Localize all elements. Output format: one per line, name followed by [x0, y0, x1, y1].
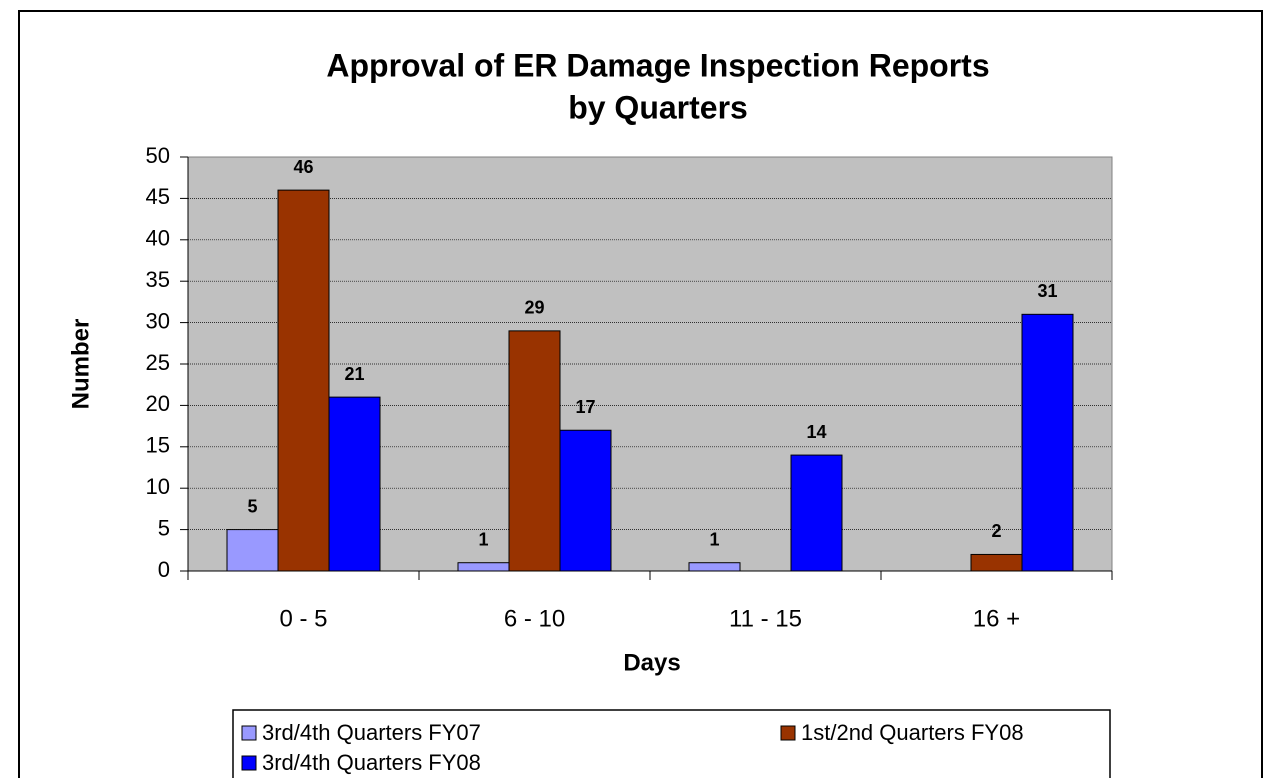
y-tick-label: 35 — [146, 267, 170, 292]
chart-title: by Quarters — [568, 89, 748, 125]
y-tick-label: 5 — [158, 515, 170, 540]
y-tick-label: 0 — [158, 557, 170, 582]
legend-label: 3rd/4th Quarters FY07 — [262, 720, 481, 745]
bar — [226, 529, 279, 572]
bar — [970, 553, 1023, 572]
y-tick-label: 30 — [146, 308, 170, 333]
data-label: 5 — [247, 496, 257, 516]
data-label: 1 — [478, 529, 488, 549]
bar — [277, 189, 330, 572]
data-label: 17 — [575, 397, 595, 417]
y-tick-label: 40 — [146, 226, 170, 251]
legend-label: 1st/2nd Quarters FY08 — [801, 720, 1024, 745]
y-tick-label: 50 — [146, 143, 170, 168]
bar — [457, 562, 510, 572]
x-tick-label: 11 - 15 — [729, 605, 802, 632]
chart-title: Approval of ER Damage Inspection Reports — [326, 47, 989, 83]
y-tick-label: 25 — [146, 350, 170, 375]
data-label: 21 — [344, 364, 364, 384]
y-tick-label: 15 — [146, 433, 170, 458]
data-label: 29 — [524, 298, 544, 318]
y-tick-label: 10 — [146, 474, 170, 499]
bar — [790, 454, 843, 572]
data-label: 31 — [1037, 281, 1057, 301]
legend-box — [232, 709, 1111, 783]
bar — [508, 330, 561, 572]
data-label: 2 — [991, 521, 1001, 541]
bar — [688, 562, 741, 572]
data-label: 1 — [709, 529, 719, 549]
legend-swatch — [780, 725, 796, 741]
x-tick-label: 6 - 10 — [504, 605, 565, 632]
legend-swatch — [241, 725, 257, 741]
x-axis-label: Days — [623, 649, 680, 676]
bar — [559, 429, 612, 572]
y-tick-label: 20 — [146, 391, 170, 416]
legend-label: 3rd/4th Quarters FY08 — [262, 750, 481, 775]
y-axis-label: Number — [67, 319, 94, 410]
data-label: 14 — [806, 422, 826, 442]
x-tick-label: 16 + — [973, 605, 1020, 632]
bar — [1021, 313, 1074, 572]
y-tick-label: 45 — [146, 184, 170, 209]
x-tick-label: 0 - 5 — [279, 605, 327, 632]
legend-swatch — [241, 755, 257, 771]
data-label: 46 — [293, 157, 313, 177]
bar — [328, 396, 381, 572]
